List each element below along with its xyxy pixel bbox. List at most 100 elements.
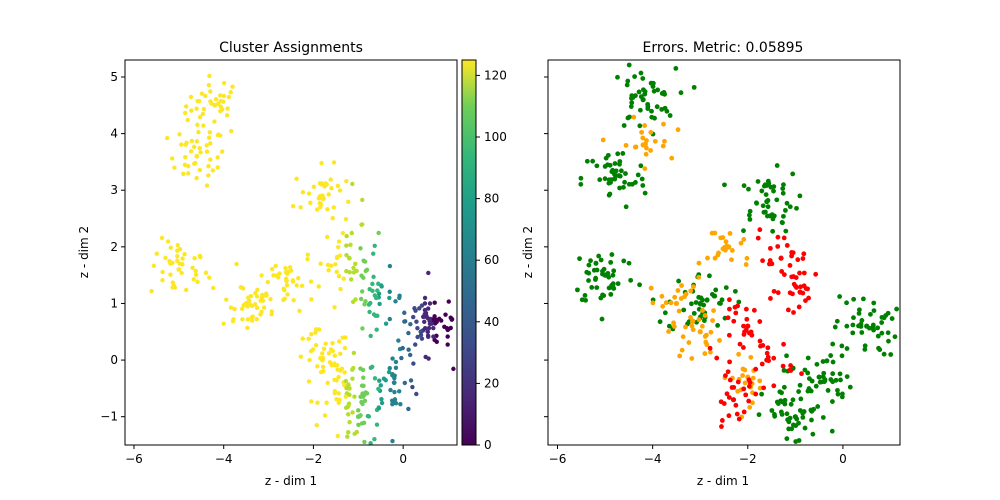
point [871,308,877,314]
point [193,268,198,274]
point [860,296,866,302]
point [696,260,702,266]
point [344,268,349,274]
point [631,114,637,120]
point [747,208,753,214]
point [885,310,891,316]
point [208,141,213,146]
point [726,297,732,303]
point [779,411,785,417]
point [332,388,338,394]
point [781,182,786,188]
point [626,260,632,266]
series-anchor-point [764,198,770,205]
colorbar-tick-label: 120 [484,68,507,82]
point [781,235,787,241]
point [639,176,645,182]
point [879,330,885,336]
point [663,300,669,306]
point [414,319,419,324]
point [767,213,773,219]
series-anchor-point [697,329,703,335]
point [201,106,207,112]
point [740,366,746,372]
point [393,299,398,304]
point [308,279,314,284]
point [207,275,212,280]
point [763,192,769,197]
point [368,440,373,446]
point [334,378,339,383]
point [350,181,355,187]
point [832,324,838,330]
point [268,297,273,302]
series-anchor-point [697,300,703,307]
point [828,377,834,382]
point [417,306,422,311]
point [336,239,342,244]
point [335,183,341,189]
point [645,106,651,111]
point [640,76,646,81]
point [650,300,656,306]
colorbar: 0 20 40 60 80 100 120 [461,59,507,452]
point [785,417,790,423]
point [802,425,808,431]
point [771,184,777,189]
point [195,122,200,128]
point [609,284,615,290]
point [729,385,735,390]
point [652,138,658,144]
series-anchor-point [797,289,803,295]
point [805,370,811,376]
point [325,262,331,268]
point [720,235,726,240]
point [451,366,456,372]
point [230,84,235,89]
point [265,279,271,285]
point [361,275,366,280]
point [192,160,198,166]
point [779,390,784,396]
point [689,323,695,329]
point [729,257,734,263]
series-anchor-point [778,255,784,261]
point [353,261,358,267]
point [723,285,729,291]
point [691,310,697,316]
point [651,88,657,94]
point [359,289,365,294]
point [426,334,431,339]
point [793,439,799,444]
cluster-anchor-point [346,255,352,261]
point [328,347,334,352]
x-tick: −4 [215,445,233,466]
point [879,314,885,320]
colorbar-tick-label: 80 [484,192,499,206]
point [707,349,713,355]
point [743,306,749,312]
point [316,327,322,332]
point [326,351,332,356]
point [160,269,165,275]
point [204,183,210,188]
point [788,401,794,407]
point [338,368,343,373]
point [425,315,430,321]
point [770,216,776,222]
point [254,305,260,311]
point [306,379,312,384]
point [578,181,584,187]
point [602,164,608,169]
point [328,177,333,182]
point [743,392,749,398]
point [291,298,296,303]
point [726,332,732,338]
point [234,261,239,267]
point [379,397,384,402]
point [179,270,184,276]
point [228,90,233,95]
point [240,317,245,322]
point [194,175,199,181]
point [787,204,793,210]
